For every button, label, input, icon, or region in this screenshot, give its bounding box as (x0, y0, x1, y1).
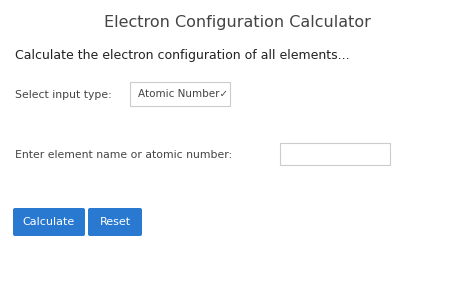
Text: Enter element name or atomic number:: Enter element name or atomic number: (15, 150, 232, 160)
Text: Select input type:: Select input type: (15, 90, 112, 100)
Text: Calculate: Calculate (23, 217, 75, 227)
FancyBboxPatch shape (13, 208, 85, 236)
FancyBboxPatch shape (88, 208, 142, 236)
FancyBboxPatch shape (280, 143, 390, 165)
Text: Atomic Number✓: Atomic Number✓ (138, 89, 228, 99)
Text: Electron Configuration Calculator: Electron Configuration Calculator (103, 15, 371, 29)
Text: Reset: Reset (100, 217, 130, 227)
FancyBboxPatch shape (130, 82, 230, 106)
Text: Calculate the electron configuration of all elements...: Calculate the electron configuration of … (15, 49, 350, 61)
